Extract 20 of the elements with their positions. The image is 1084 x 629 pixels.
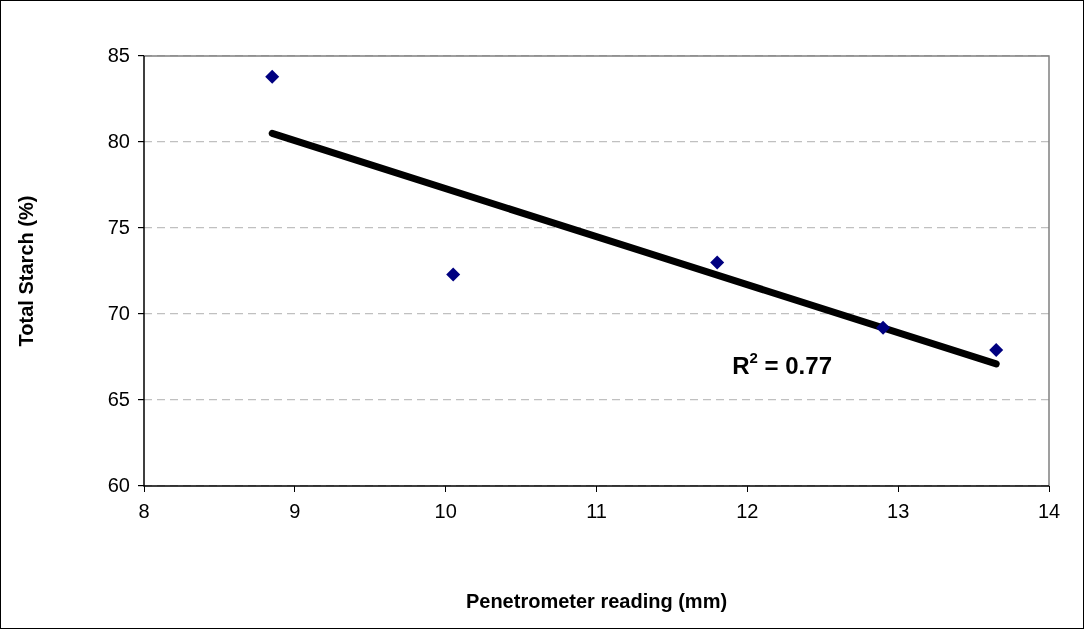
x-tick-label: 13 — [887, 499, 910, 522]
point — [710, 255, 725, 270]
x-tick-label: 11 — [586, 499, 607, 522]
point — [446, 267, 461, 282]
point — [989, 343, 1004, 358]
y-tick-label: 65 — [107, 387, 130, 410]
y-tick-label: 75 — [107, 215, 130, 238]
y-axis-title: Total Starch (%) — [14, 195, 37, 347]
y-tick-label: 85 — [107, 43, 130, 66]
x-tick-label: 8 — [138, 499, 150, 522]
x-tick-label: 14 — [1037, 499, 1061, 522]
y-tick-label: 80 — [107, 129, 130, 152]
y-tick-label: 60 — [107, 473, 130, 496]
x-tick-label: 10 — [434, 499, 457, 522]
x-tick-label: 12 — [736, 499, 759, 522]
point — [265, 69, 280, 84]
y-tick-label: 70 — [107, 301, 130, 324]
point — [876, 320, 891, 335]
x-tick-label: 9 — [289, 499, 301, 522]
x-axis-title: Penetrometer reading (mm) — [465, 589, 728, 612]
